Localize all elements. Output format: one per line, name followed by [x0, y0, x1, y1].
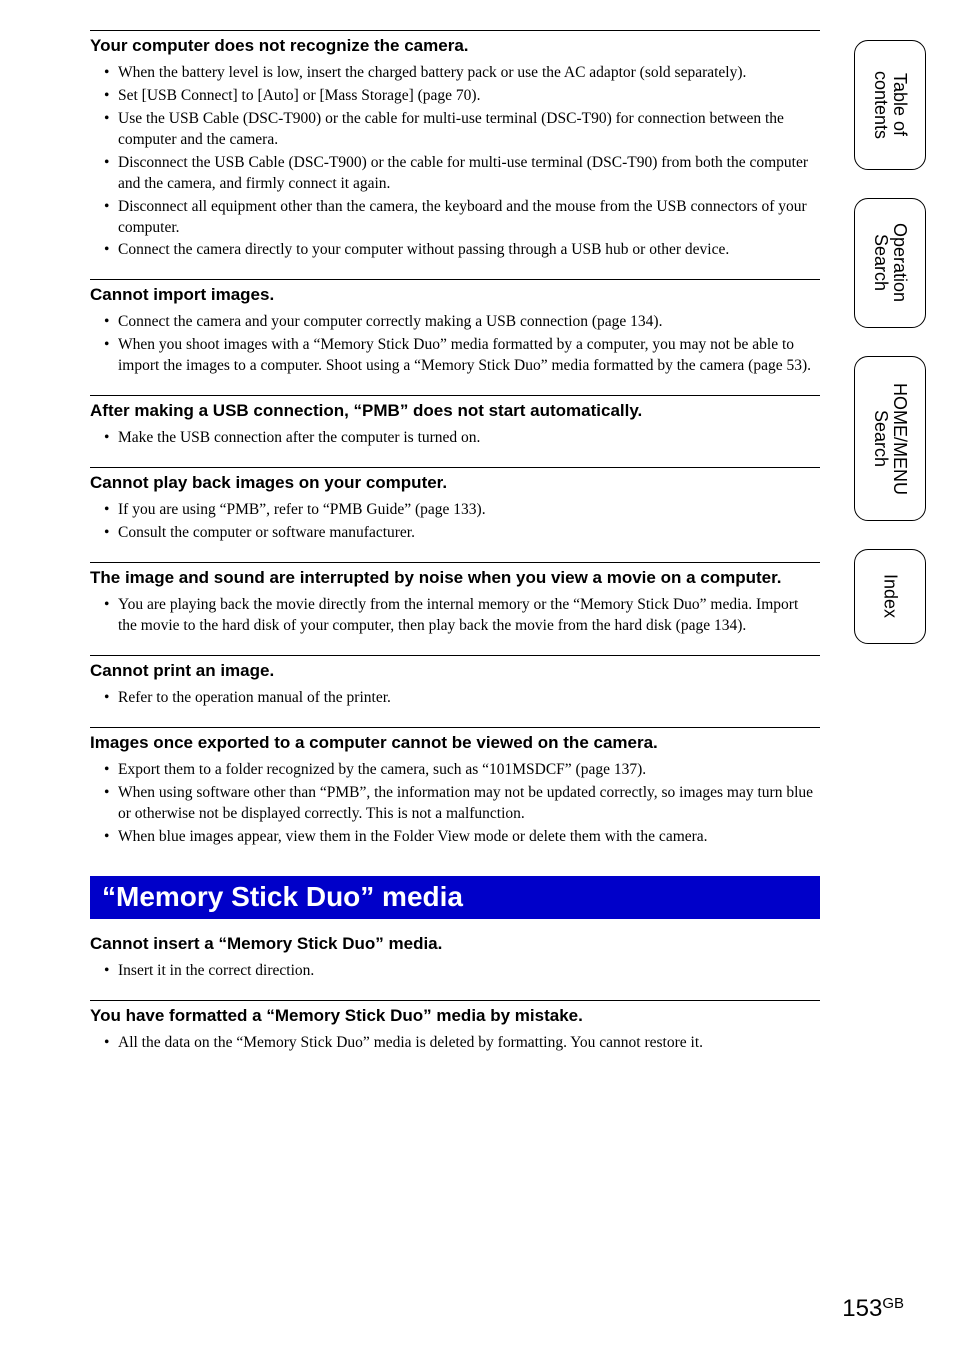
bullet-item: You are playing back the movie directly …: [118, 595, 820, 637]
bullet-list: Export them to a folder recognized by th…: [90, 760, 820, 848]
section-heading: Images once exported to a computer canno…: [90, 727, 820, 754]
section-heading: You have formatted a “Memory Stick Duo” …: [90, 1000, 820, 1027]
tab-table-of-contents[interactable]: Table of contents: [854, 40, 926, 170]
bullet-item: When using software other than “PMB”, th…: [118, 783, 820, 825]
section-heading: Your computer does not recognize the cam…: [90, 30, 820, 57]
bullet-item: Disconnect all equipment other than the …: [118, 197, 820, 239]
page-number-value: 153: [842, 1295, 882, 1322]
section-heading: Cannot import images.: [90, 279, 820, 306]
bullet-item: Insert it in the correct direction.: [118, 961, 820, 982]
bullet-item: When the battery level is low, insert th…: [118, 63, 820, 84]
section-heading: After making a USB connection, “PMB” doe…: [90, 395, 820, 422]
bullet-list: Connect the camera and your computer cor…: [90, 312, 820, 377]
page-number: 153GB: [842, 1295, 904, 1323]
bullet-list: Insert it in the correct direction.: [90, 961, 820, 982]
bullet-item: When blue images appear, view them in th…: [118, 827, 820, 848]
bullet-item: Use the USB Cable (DSC-T900) or the cabl…: [118, 109, 820, 151]
tab-operation-search[interactable]: Operation Search: [854, 198, 926, 328]
bullet-list: You are playing back the movie directly …: [90, 595, 820, 637]
section-heading: Cannot play back images on your computer…: [90, 467, 820, 494]
section-banner: “Memory Stick Duo” media: [90, 876, 820, 919]
bullet-item: Refer to the operation manual of the pri…: [118, 688, 820, 709]
bullet-item: Connect the camera directly to your comp…: [118, 240, 820, 261]
section-heading: The image and sound are interrupted by n…: [90, 562, 820, 589]
page-number-suffix: GB: [882, 1295, 904, 1312]
bullet-list: All the data on the “Memory Stick Duo” m…: [90, 1033, 820, 1054]
bullet-item: Set [USB Connect] to [Auto] or [Mass Sto…: [118, 86, 820, 107]
bullet-list: Make the USB connection after the comput…: [90, 428, 820, 449]
bullet-item: Consult the computer or software manufac…: [118, 523, 820, 544]
bullet-item: Connect the camera and your computer cor…: [118, 312, 820, 333]
bullet-item: Make the USB connection after the comput…: [118, 428, 820, 449]
bullet-list: If you are using “PMB”, refer to “PMB Gu…: [90, 500, 820, 544]
sidebar-tabs: Table of contents Operation Search HOME/…: [854, 40, 926, 644]
section-heading: Cannot insert a “Memory Stick Duo” media…: [90, 929, 820, 955]
bullet-list: When the battery level is low, insert th…: [90, 63, 820, 261]
bullet-item: Export them to a folder recognized by th…: [118, 760, 820, 781]
tab-home-menu-search[interactable]: HOME/MENU Search: [854, 356, 926, 521]
bullet-list: Refer to the operation manual of the pri…: [90, 688, 820, 709]
section-heading: Cannot print an image.: [90, 655, 820, 682]
bullet-item: If you are using “PMB”, refer to “PMB Gu…: [118, 500, 820, 521]
main-content: Your computer does not recognize the cam…: [90, 30, 820, 1056]
tab-index[interactable]: Index: [854, 549, 926, 644]
bullet-item: Disconnect the USB Cable (DSC-T900) or t…: [118, 153, 820, 195]
bullet-item: When you shoot images with a “Memory Sti…: [118, 335, 820, 377]
bullet-item: All the data on the “Memory Stick Duo” m…: [118, 1033, 820, 1054]
